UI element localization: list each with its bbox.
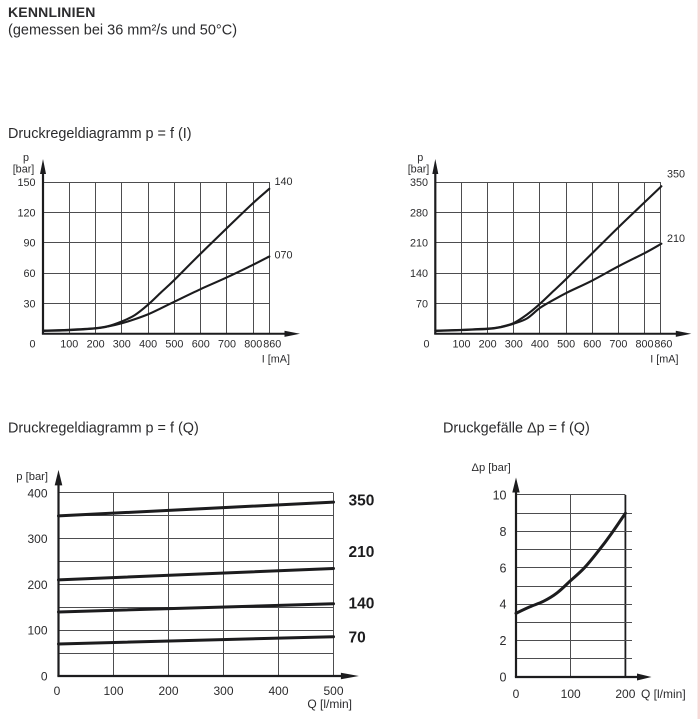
svg-text:210: 210 [667, 233, 685, 245]
svg-text:140: 140 [410, 268, 428, 280]
svg-text:2: 2 [500, 634, 507, 648]
svg-text:500: 500 [323, 684, 343, 698]
svg-text:4: 4 [500, 598, 507, 612]
svg-text:860: 860 [263, 339, 281, 351]
svg-text:Druckgefälle Δp = f (Q): Druckgefälle Δp = f (Q) [443, 421, 590, 437]
svg-text:120: 120 [17, 207, 35, 219]
svg-text:10: 10 [493, 489, 507, 503]
svg-text:500: 500 [557, 339, 575, 351]
svg-text:300: 300 [27, 532, 47, 546]
svg-text:800: 800 [635, 339, 653, 351]
svg-text:350: 350 [667, 169, 685, 181]
svg-text:100: 100 [103, 684, 123, 698]
svg-text:100: 100 [452, 339, 470, 351]
svg-text:[bar]: [bar] [408, 164, 430, 176]
svg-text:200: 200 [87, 339, 105, 351]
svg-text:140: 140 [275, 176, 293, 188]
svg-text:0: 0 [513, 687, 520, 701]
svg-text:600: 600 [192, 339, 210, 351]
svg-text:Druckregeldiagramm p = f (Q): Druckregeldiagramm p = f (Q) [8, 421, 199, 437]
svg-text:400: 400 [531, 339, 549, 351]
svg-text:70: 70 [416, 298, 428, 310]
svg-text:300: 300 [113, 339, 131, 351]
svg-text:0: 0 [41, 669, 48, 683]
svg-text:200: 200 [479, 339, 497, 351]
svg-text:p: p [417, 152, 423, 164]
svg-text:500: 500 [165, 339, 183, 351]
svg-text:0: 0 [423, 339, 429, 351]
svg-text:210: 210 [349, 544, 375, 561]
svg-text:700: 700 [609, 339, 627, 351]
svg-text:150: 150 [17, 177, 35, 189]
svg-text:860: 860 [654, 339, 672, 351]
svg-text:Druckregeldiagramm p = f (I): Druckregeldiagramm p = f (I) [8, 126, 192, 142]
svg-text:350: 350 [410, 177, 428, 189]
svg-text:400: 400 [268, 684, 288, 698]
svg-text:400: 400 [27, 486, 47, 500]
svg-text:100: 100 [60, 339, 78, 351]
svg-text:Q [l/min]: Q [l/min] [307, 697, 352, 711]
svg-text:280: 280 [410, 207, 428, 219]
svg-text:200: 200 [158, 684, 178, 698]
svg-text:200: 200 [615, 687, 635, 701]
svg-text:p [bar]: p [bar] [16, 471, 48, 483]
svg-text:100: 100 [561, 687, 581, 701]
svg-text:100: 100 [27, 624, 47, 638]
svg-text:0: 0 [29, 339, 35, 351]
svg-text:60: 60 [23, 268, 35, 280]
svg-text:210: 210 [410, 238, 428, 250]
svg-text:400: 400 [139, 339, 157, 351]
svg-text:0: 0 [54, 684, 61, 698]
svg-text:8: 8 [500, 525, 507, 539]
svg-text:Q [l/min]: Q [l/min] [641, 687, 686, 701]
svg-text:600: 600 [583, 339, 601, 351]
svg-text:90: 90 [23, 238, 35, 250]
svg-text:KENNLINIEN: KENNLINIEN [8, 4, 96, 20]
svg-text:300: 300 [213, 684, 233, 698]
svg-text:350: 350 [349, 493, 375, 510]
svg-text:30: 30 [23, 298, 35, 310]
svg-text:[bar]: [bar] [13, 164, 35, 176]
svg-text:700: 700 [218, 339, 236, 351]
svg-text:200: 200 [27, 578, 47, 592]
svg-text:(gemessen bei 36 mm²/s und 50°: (gemessen bei 36 mm²/s und 50°C) [8, 23, 237, 39]
svg-text:6: 6 [500, 561, 507, 575]
svg-text:0: 0 [500, 671, 507, 685]
svg-text:p: p [23, 152, 29, 164]
svg-text:70: 70 [349, 630, 366, 647]
svg-text:070: 070 [275, 250, 293, 262]
svg-text:Δp [bar]: Δp [bar] [472, 462, 511, 474]
svg-text:I [mA]: I [mA] [650, 354, 678, 366]
svg-text:300: 300 [505, 339, 523, 351]
svg-text:800: 800 [244, 339, 262, 351]
svg-text:140: 140 [349, 596, 375, 613]
svg-text:I [mA]: I [mA] [262, 354, 290, 366]
